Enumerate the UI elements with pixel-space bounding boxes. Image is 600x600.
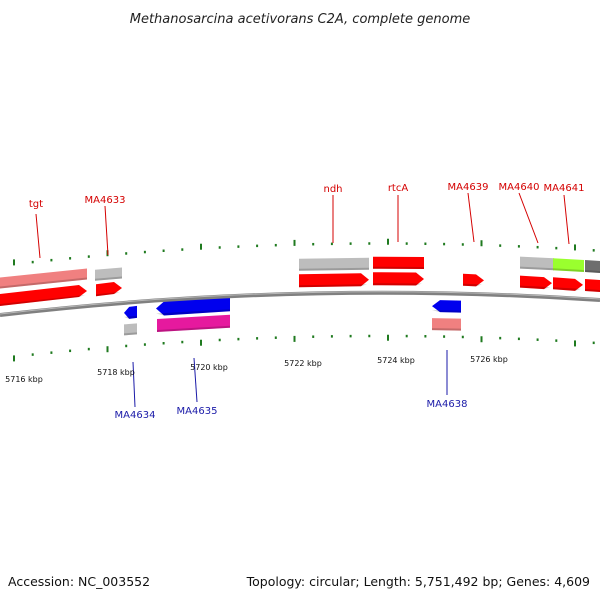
feature-next-shade [585, 289, 600, 292]
gene-label-MA4640: MA4640 [499, 182, 540, 193]
gene-label-MA4639: MA4639 [448, 182, 489, 193]
feature-ndh [299, 273, 369, 288]
feature-ndh-body [299, 273, 369, 288]
feature-rtcA [373, 272, 424, 286]
feature-tgt-locus-body [0, 268, 87, 289]
feature-MA4638-shade [432, 310, 461, 313]
feature-MA4633-locus-body [95, 267, 122, 281]
gene-label-rtcA: rtcA [388, 183, 409, 194]
feature-tgt-locus-shade [0, 277, 87, 289]
feature-MA4635-shade [156, 309, 230, 316]
feature-MA4641-locus-shade [553, 268, 584, 272]
feature-MA4633-locus-shade [95, 276, 122, 281]
gene-label-MA4641: MA4641 [544, 183, 585, 194]
feature-MA4634-locus-body [124, 323, 137, 336]
kbp-label-5724: 5724 kbp [377, 356, 415, 365]
feature-MA4640-body [520, 275, 552, 290]
genome-backbone-highlight [0, 291, 600, 315]
feature-MA4633-body [96, 282, 122, 297]
leader-line-tgt [35, 213, 41, 259]
gene-labels: tgt MA4633 ndh rtcA MA4639 MA4640 MA4641… [29, 182, 585, 421]
feature-MA4634-locus [124, 323, 137, 336]
gene-label-MA4633: MA4633 [85, 195, 126, 206]
leader-line-MA4633 [104, 205, 109, 256]
feature-tgt-shade [0, 295, 85, 306]
leader-lines [35, 192, 570, 408]
feature-MA4635-locus-shade [157, 325, 230, 332]
gene-features [0, 256, 600, 336]
feature-next-locus [585, 260, 600, 273]
feature-next-locus-shade [585, 270, 600, 273]
leader-line-MA4635 [193, 357, 198, 403]
feature-MA4640-locus-body [520, 256, 554, 271]
genome-summary-text: Topology: circular; Length: 5,751,492 bp… [246, 574, 590, 589]
feature-MA4641-locus-body [553, 258, 584, 272]
feature-rtcA-locus-body [373, 256, 424, 269]
accession-text: Accession: NC_003552 [8, 574, 150, 589]
feature-MA4638-locus [432, 318, 461, 331]
tick-marks [13, 238, 595, 362]
feature-MA4635-body [156, 297, 230, 316]
feature-next-locus-body [585, 260, 600, 273]
feature-MA4641 [553, 277, 583, 291]
kbp-label-5720: 5720 kbp [190, 363, 228, 372]
kbp-label-5722: 5722 kbp [284, 359, 322, 368]
feature-MA4638-locus-shade [432, 328, 461, 331]
feature-MA4641-shade [553, 287, 581, 291]
feature-MA4639-shade [463, 283, 482, 287]
leader-line-MA4640 [518, 192, 539, 244]
feature-ndh-locus-shade [299, 267, 369, 271]
feature-MA4633-locus [95, 267, 122, 281]
feature-tgt [0, 285, 87, 306]
feature-MA4640-locus [520, 256, 554, 271]
feature-MA4634-locus-shade [124, 332, 137, 336]
feature-MA4639-body [463, 273, 484, 287]
feature-rtcA-shade [373, 283, 422, 286]
feature-MA4634-body [124, 305, 137, 319]
feature-MA4635-locus [157, 314, 230, 332]
feature-MA4638-locus-body [432, 318, 461, 331]
leader-line-MA4641 [563, 194, 570, 245]
kbp-label-5726: 5726 kbp [470, 355, 508, 364]
gene-label-MA4638: MA4638 [427, 399, 468, 410]
feature-MA4634-shade [124, 315, 137, 319]
feature-ndh-shade [299, 284, 367, 288]
feature-MA4640-shade [520, 285, 550, 290]
genome-backbone [0, 290, 600, 317]
feature-MA4640-locus-shade [520, 266, 554, 271]
feature-MA4641-locus [553, 258, 584, 272]
feature-MA4633 [96, 282, 122, 297]
kbp-labels: 5716 kbp 5718 kbp 5720 kbp 5722 kbp 5724… [5, 355, 508, 384]
kbp-label-5718: 5718 kbp [97, 368, 135, 377]
leader-line-MA4639 [467, 192, 475, 243]
feature-MA4635-locus-body [157, 314, 230, 332]
leader-line-MA4634 [132, 361, 136, 408]
feature-next-body [585, 279, 600, 292]
gene-label-MA4635: MA4635 [177, 406, 218, 417]
feature-MA4635 [156, 297, 230, 316]
feature-tgt-body [0, 285, 87, 306]
feature-MA4633-shade [96, 292, 120, 297]
feature-ndh-locus-body [299, 257, 369, 271]
feature-tgt-locus [0, 268, 87, 289]
feature-MA4638 [432, 300, 461, 313]
feature-MA4634 [124, 305, 137, 319]
map-title: Methanosarcina acetivorans C2A, complete… [130, 12, 471, 27]
gene-label-ndh: ndh [323, 184, 342, 195]
feature-ndh-locus [299, 257, 369, 271]
feature-rtcA-body [373, 272, 424, 286]
feature-rtcA-locus [373, 256, 424, 269]
feature-MA4641-body [553, 277, 583, 291]
feature-rtcA-locus-shade [373, 266, 424, 269]
gene-label-MA4634: MA4634 [115, 410, 156, 421]
feature-MA4638-body [432, 300, 461, 313]
feature-MA4639 [463, 273, 484, 287]
feature-MA4640 [520, 275, 552, 290]
kbp-label-5716: 5716 kbp [5, 375, 43, 384]
gene-label-tgt: tgt [29, 199, 43, 210]
feature-next [585, 279, 600, 292]
